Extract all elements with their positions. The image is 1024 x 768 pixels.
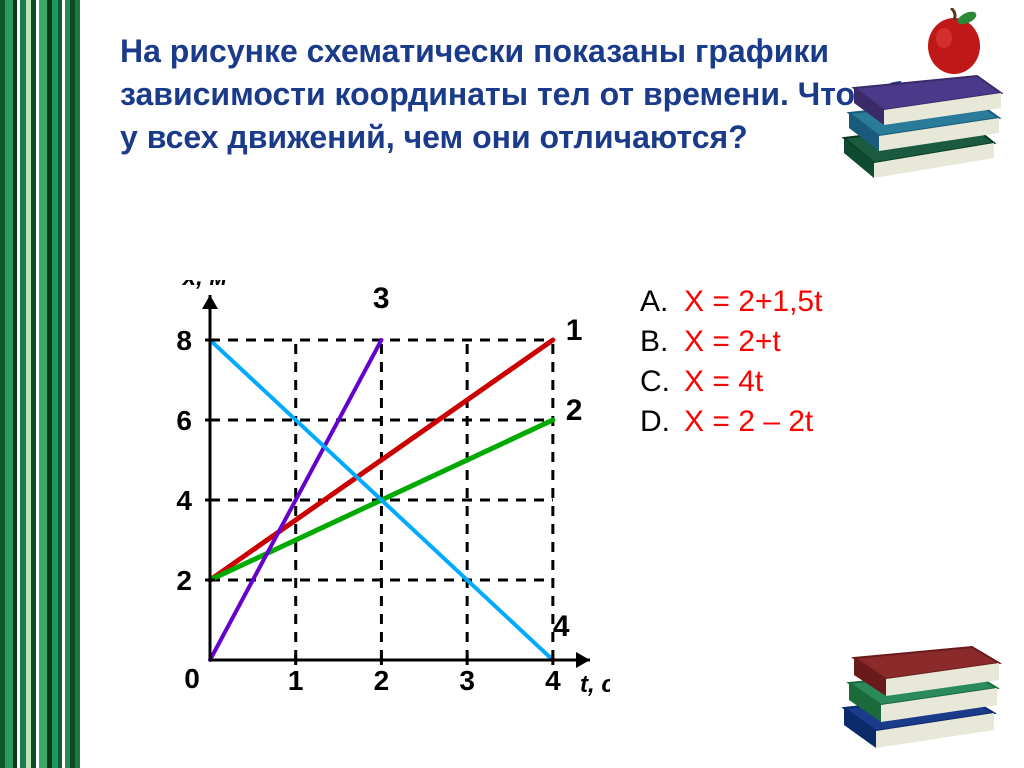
series-label: 4 bbox=[553, 610, 570, 643]
series-label: 3 bbox=[373, 282, 390, 315]
answer-equation: X = 2+1,5t bbox=[684, 285, 822, 319]
books-apple-decor bbox=[829, 8, 1004, 188]
answer-row: D.X = 2 – 2t bbox=[640, 405, 822, 439]
ytick-label: 8 bbox=[176, 325, 192, 356]
xtick-label: 2 bbox=[374, 665, 390, 696]
answer-equation: X = 2+t bbox=[684, 325, 781, 359]
answer-equation: X = 2 – 2t bbox=[684, 405, 813, 439]
ytick-label: 4 bbox=[176, 485, 192, 516]
apple-highlight bbox=[936, 28, 952, 48]
apple-icon bbox=[928, 18, 980, 74]
svg-text:0: 0 bbox=[184, 663, 200, 694]
book-stack-icon bbox=[844, 76, 1001, 178]
books-apple-svg bbox=[829, 8, 1004, 188]
x-axis-label: t, с bbox=[580, 671, 610, 698]
books-bottom-svg bbox=[834, 633, 1004, 753]
answer-letter: B. bbox=[640, 325, 684, 359]
xtick-label: 3 bbox=[459, 665, 475, 696]
answer-letter: A. bbox=[640, 285, 684, 319]
chart: 1 2 3 4 0 1 2 3 4 2 4 6 8 x, м t, с bbox=[130, 280, 610, 710]
xtick-label: 1 bbox=[288, 665, 304, 696]
series-label: 1 bbox=[566, 314, 583, 347]
x-arrow bbox=[576, 652, 590, 668]
answer-equation: X = 4t bbox=[684, 365, 763, 399]
book-stack-bottom-icon bbox=[844, 647, 999, 748]
answer-letter: C. bbox=[640, 365, 684, 399]
y-arrow bbox=[202, 295, 218, 309]
xtick-label: 4 bbox=[545, 665, 561, 696]
answers-list: A.X = 2+1,5tB.X = 2+tC.X = 4tD.X = 2 – 2… bbox=[640, 285, 822, 445]
chart-svg: 1 2 3 4 0 1 2 3 4 2 4 6 8 x, м t, с bbox=[130, 280, 610, 720]
y-axis-label: x, м bbox=[181, 280, 228, 291]
ytick-label: 2 bbox=[176, 565, 192, 596]
answer-letter: D. bbox=[640, 405, 684, 439]
answer-row: A.X = 2+1,5t bbox=[640, 285, 822, 319]
answer-row: C.X = 4t bbox=[640, 365, 822, 399]
ytick-label: 6 bbox=[176, 405, 192, 436]
left-border bbox=[0, 0, 80, 768]
series-label: 2 bbox=[566, 394, 583, 427]
answer-row: B.X = 2+t bbox=[640, 325, 822, 359]
books-bottom-decor bbox=[834, 633, 1004, 753]
